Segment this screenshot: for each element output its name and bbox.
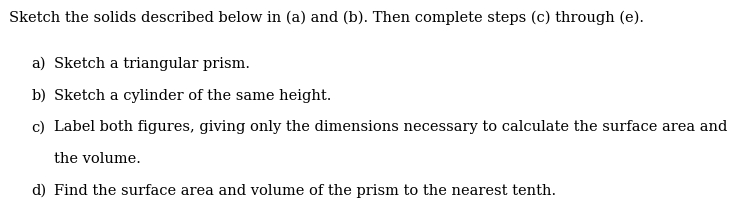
- Text: c): c): [32, 120, 46, 134]
- Text: Label both figures, giving only the dimensions necessary to calculate the surfac: Label both figures, giving only the dime…: [54, 120, 728, 134]
- Text: d): d): [32, 184, 47, 198]
- Text: Find the surface area and volume of the prism to the nearest tenth.: Find the surface area and volume of the …: [54, 184, 556, 198]
- Text: Sketch a triangular prism.: Sketch a triangular prism.: [54, 57, 250, 71]
- Text: Sketch a cylinder of the same height.: Sketch a cylinder of the same height.: [54, 89, 331, 103]
- Text: b): b): [32, 89, 47, 103]
- Text: a): a): [32, 57, 46, 71]
- Text: Sketch the solids described below in (a) and (b). Then complete steps (c) throug: Sketch the solids described below in (a)…: [9, 10, 644, 25]
- Text: the volume.: the volume.: [54, 152, 141, 166]
